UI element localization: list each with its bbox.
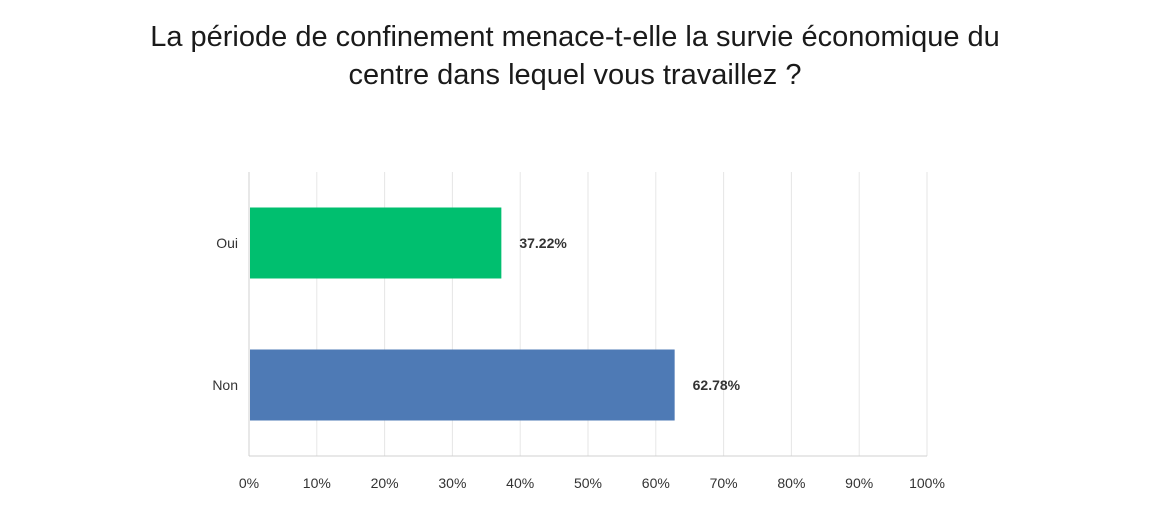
- x-tick-label: 0%: [239, 475, 259, 491]
- x-tick-label: 20%: [371, 475, 399, 491]
- axes: [248, 172, 927, 457]
- x-tick-label: 80%: [777, 475, 805, 491]
- bar-non: [250, 349, 675, 421]
- x-tick-label: 50%: [574, 475, 602, 491]
- category-label: Non: [212, 377, 238, 393]
- x-tick-label: 10%: [303, 475, 331, 491]
- x-tick-label: 90%: [845, 475, 873, 491]
- x-tick-label: 100%: [909, 475, 945, 491]
- data-label: 62.78%: [693, 377, 741, 393]
- data-label: 37.22%: [519, 235, 567, 251]
- category-label: Oui: [216, 235, 238, 251]
- chart-title-line-1: La période de confinement menace-t-elle …: [150, 21, 1000, 53]
- x-tick-label: 40%: [506, 475, 534, 491]
- x-tick-label: 60%: [642, 475, 670, 491]
- x-tick-label: 30%: [438, 475, 466, 491]
- bar-oui: [250, 207, 502, 279]
- x-tick-label: 70%: [710, 475, 738, 491]
- labels: 0% 10% 20% 30% 40% 50% 60% 70% 80% 90% 100% Oui 37.2…: [212, 235, 945, 491]
- chart-title: La période de confinement menace-t-elle …: [40, 18, 1110, 94]
- bars: [250, 207, 675, 421]
- chart-title-line-2: centre dans lequel vous travaillez ?: [348, 59, 802, 91]
